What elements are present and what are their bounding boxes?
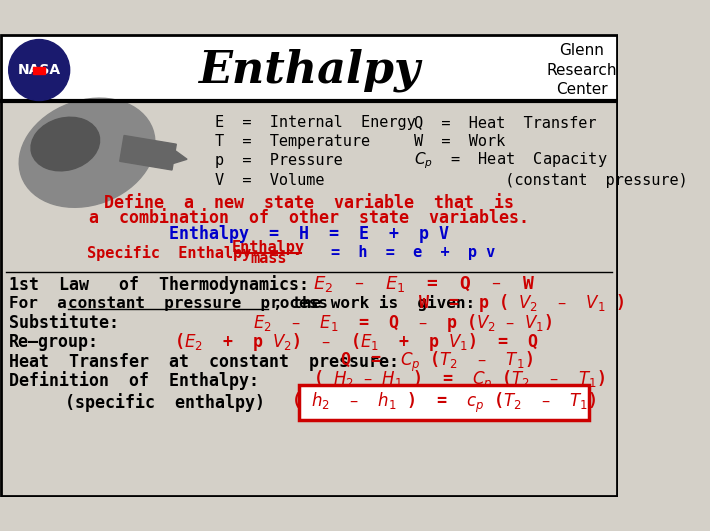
Text: p  =  Pressure: p = Pressure bbox=[215, 153, 343, 168]
Text: Enthalpy: Enthalpy bbox=[231, 240, 305, 255]
Text: =  h  =  e  +  p v: = h = e + p v bbox=[331, 245, 495, 260]
Text: (specific  enthalpy): (specific enthalpy) bbox=[65, 393, 266, 412]
Text: ( $H_2$ – $H_1$ )  =  $C_p$ ($T_2$  –  $T_1$): ( $H_2$ – $H_1$ ) = $C_p$ ($T_2$ – $T_1$… bbox=[313, 369, 606, 393]
Ellipse shape bbox=[31, 117, 99, 171]
Text: Definition  of  Enthalpy:: Definition of Enthalpy: bbox=[9, 371, 258, 390]
Text: (constant  pressure): (constant pressure) bbox=[415, 173, 688, 188]
Text: Re–group:: Re–group: bbox=[9, 333, 99, 350]
Text: a  combination  of  other  state  variables.: a combination of other state variables. bbox=[89, 209, 529, 227]
FancyArrow shape bbox=[120, 135, 187, 170]
Text: Q  =  $C_p$ ($T_2$  –  $T_1$): Q = $C_p$ ($T_2$ – $T_1$) bbox=[339, 349, 532, 374]
Text: Enthalpy: Enthalpy bbox=[198, 48, 420, 92]
Text: T  =  Temperature: T = Temperature bbox=[215, 134, 370, 149]
Text: Define  a  new  state  variable  that  is: Define a new state variable that is bbox=[104, 194, 514, 212]
Text: ($E_2$  +  p $V_2$)  –  ($E_1$  +  p $V_1$)  =  Q: ($E_2$ + p $V_2$) – ($E_1$ + p $V_1$) = … bbox=[174, 331, 540, 353]
Text: For  a: For a bbox=[9, 296, 86, 311]
FancyBboxPatch shape bbox=[299, 385, 589, 420]
Text: V  =  Volume: V = Volume bbox=[215, 173, 324, 188]
Text: , the work is  given:: , the work is given: bbox=[273, 295, 476, 311]
Text: Glenn
Research
Center: Glenn Research Center bbox=[547, 42, 617, 97]
Text: constant  pressure  process: constant pressure process bbox=[68, 296, 328, 311]
Text: W  =  p ( $V_2$  –  $V_1$ ): W = p ( $V_2$ – $V_1$ ) bbox=[418, 293, 624, 314]
Text: NASA: NASA bbox=[18, 63, 61, 77]
Text: Specific  Enthalpy  =: Specific Enthalpy = bbox=[87, 245, 279, 261]
Bar bbox=[0, 100, 618, 496]
Text: $C_p$  =  Heat  Capacity: $C_p$ = Heat Capacity bbox=[415, 150, 608, 171]
FancyArrow shape bbox=[33, 66, 45, 73]
Text: $E_2$  –  $E_1$  =  Q  –  W: $E_2$ – $E_1$ = Q – W bbox=[313, 274, 536, 294]
Text: mass: mass bbox=[250, 251, 286, 266]
Text: Q  =  Heat  Transfer: Q = Heat Transfer bbox=[415, 115, 597, 130]
Bar bbox=[0, 35, 618, 100]
Text: $E_2$  –  $E_1$  =  Q  –  p ($V_2$ – $V_1$): $E_2$ – $E_1$ = Q – p ($V_2$ – $V_1$) bbox=[253, 312, 552, 333]
Text: 1st  Law   of  Thermodynamics:: 1st Law of Thermodynamics: bbox=[9, 275, 309, 294]
Text: Heat  Transfer  at  constant  pressure:: Heat Transfer at constant pressure: bbox=[9, 353, 399, 371]
Text: W  =  Work: W = Work bbox=[415, 134, 506, 149]
Text: ( $h_2$  –  $h_1$ )  =  $c_p$ ($T_2$  –  $T_1$): ( $h_2$ – $h_1$ ) = $c_p$ ($T_2$ – $T_1$… bbox=[291, 390, 597, 415]
Text: Enthalpy  =  H  =  E  +  p V: Enthalpy = H = E + p V bbox=[169, 225, 449, 243]
Text: Substitute:: Substitute: bbox=[9, 313, 119, 331]
Text: E  =  Internal  Energy: E = Internal Energy bbox=[215, 115, 416, 130]
Ellipse shape bbox=[19, 98, 155, 207]
Circle shape bbox=[9, 39, 70, 100]
